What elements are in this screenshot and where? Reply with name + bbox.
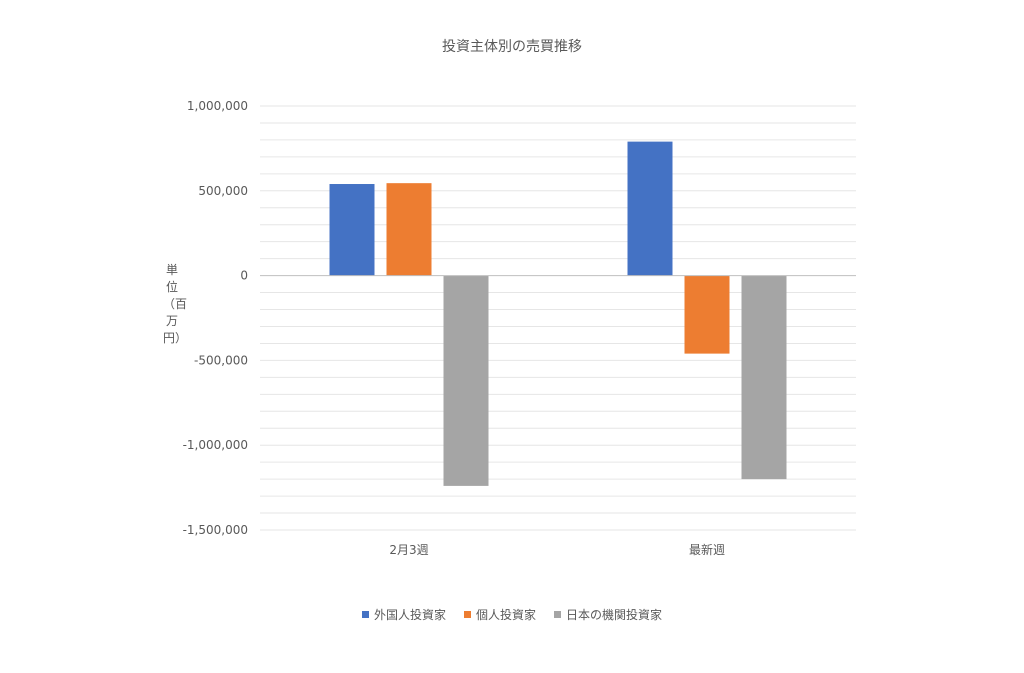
x-category-label: 2月3週: [389, 543, 428, 557]
legend-item: 外国人投資家: [361, 606, 446, 623]
bar-1-2: [627, 141, 673, 276]
legend-label: 個人投資家: [475, 608, 536, 622]
y-tick-label: -1,500,000: [183, 523, 248, 537]
y-tick-label: 1,000,000: [187, 99, 248, 113]
bar-2-1: [386, 183, 432, 276]
legend-swatch: [554, 611, 561, 618]
legend: 外国人投資家 個人投資家 日本の機関投資家: [0, 606, 1024, 623]
legend-label: 日本の機関投資家: [566, 608, 663, 622]
chart-title: 投資主体別の売買推移: [442, 39, 582, 55]
legend-item: 日本の機関投資家: [554, 606, 662, 623]
legend-label: 外国人投資家: [373, 608, 446, 622]
bar-3-1: [443, 275, 489, 486]
legend-item: 個人投資家: [463, 606, 536, 623]
y-tick-label: -1,000,000: [183, 438, 248, 452]
y-tick-label: 0: [240, 269, 248, 283]
x-category-label: 最新週: [689, 542, 725, 557]
legend-swatch: [361, 611, 369, 618]
legend-swatch: [463, 611, 471, 618]
bar-3-2: [741, 275, 787, 480]
y-tick-label: -500,000: [194, 353, 248, 367]
y-tick-label: 500,000: [198, 184, 248, 198]
bar-1-1: [329, 184, 375, 276]
y-axis-label: 単位（百万円）: [163, 263, 188, 345]
bar-2-2: [684, 275, 730, 354]
